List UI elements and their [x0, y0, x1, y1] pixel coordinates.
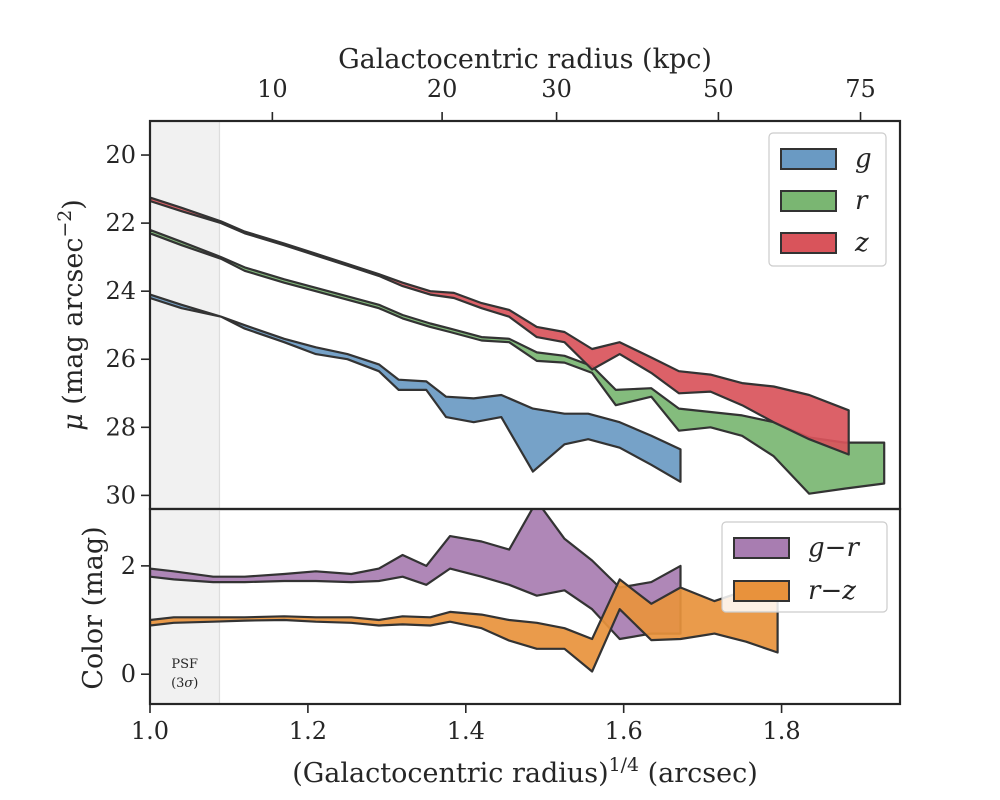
top-legend-label-0: g: [855, 144, 872, 174]
top-legend-swatch-1: [780, 190, 837, 212]
surface-brightness-panel: 20 22 24 26 28 30 grz 10 20 30 50 75: [105, 75, 902, 511]
top-tick-label-30: 30: [541, 75, 572, 103]
x-axis-title: (Galactocentric radius)1/4 (arcsec): [292, 754, 758, 789]
x-tick-label-1.2: 1.2: [289, 717, 327, 745]
psf-label: PSF: [171, 657, 198, 672]
top-legend: grz: [768, 132, 887, 267]
bottom-psf-region: [150, 509, 220, 704]
top-ytick-label-26: 26: [105, 345, 136, 373]
x-tick-label-1: 1.0: [131, 717, 169, 745]
top-tick-label-10: 10: [257, 75, 288, 103]
top-tick-label-50: 50: [703, 75, 734, 103]
top-band-2: [150, 196, 850, 456]
y-axis-title-color: Color (mag): [78, 526, 109, 689]
color-panel: 0 2 g−r r−z 1.0 1.2 1.4 1.6 1.8 PSF (3σ): [121, 507, 902, 745]
top-legend-label-1: r: [855, 186, 869, 216]
psf-sigma-label: (3σ): [171, 676, 198, 691]
bottom-legend-swatch-1: [733, 580, 790, 602]
y-axis-title-mu: μ (mag arcsec−2): [54, 199, 89, 431]
top-ytick-label-22: 22: [105, 209, 136, 237]
top-ytick-label-24: 24: [105, 277, 136, 305]
top-band-0: [150, 293, 682, 483]
top-legend-label-2: z: [854, 228, 869, 258]
top-axis-title: Galactocentric radius (kpc): [338, 44, 712, 75]
bottom-ytick-label-2: 2: [121, 552, 136, 580]
bottom-band-1: [150, 578, 779, 673]
bottom-bands: [150, 509, 779, 673]
top-ytick-label-30: 30: [105, 481, 136, 509]
top-ytick-label-28: 28: [105, 413, 136, 441]
axis-annotations: (Galactocentric radius)1/4 (arcsec) Gala…: [54, 44, 758, 789]
x-tick-label-1.6: 1.6: [605, 717, 643, 745]
x-tick-label-1.4: 1.4: [447, 717, 485, 745]
top-ytick-label-20: 20: [105, 141, 136, 169]
bottom-frame: [148, 507, 902, 706]
top-tick-label-75: 75: [845, 75, 876, 103]
top-tick-label-20: 20: [427, 75, 458, 103]
top-legend-swatch-0: [780, 148, 837, 170]
bottom-legend-swatch-0: [733, 537, 790, 559]
bottom-legend: g−r r−z: [721, 521, 888, 613]
x-tick-label-1.8: 1.8: [762, 717, 800, 745]
bottom-ytick-label-0: 0: [121, 660, 136, 688]
bottom-legend-label-1: r−z: [808, 576, 856, 606]
bottom-legend-label-0: g−r: [808, 533, 860, 563]
top-psf-region: [150, 121, 220, 509]
top-band-1: [150, 228, 886, 495]
top-legend-swatch-2: [780, 232, 837, 254]
top-bands: [150, 196, 886, 495]
